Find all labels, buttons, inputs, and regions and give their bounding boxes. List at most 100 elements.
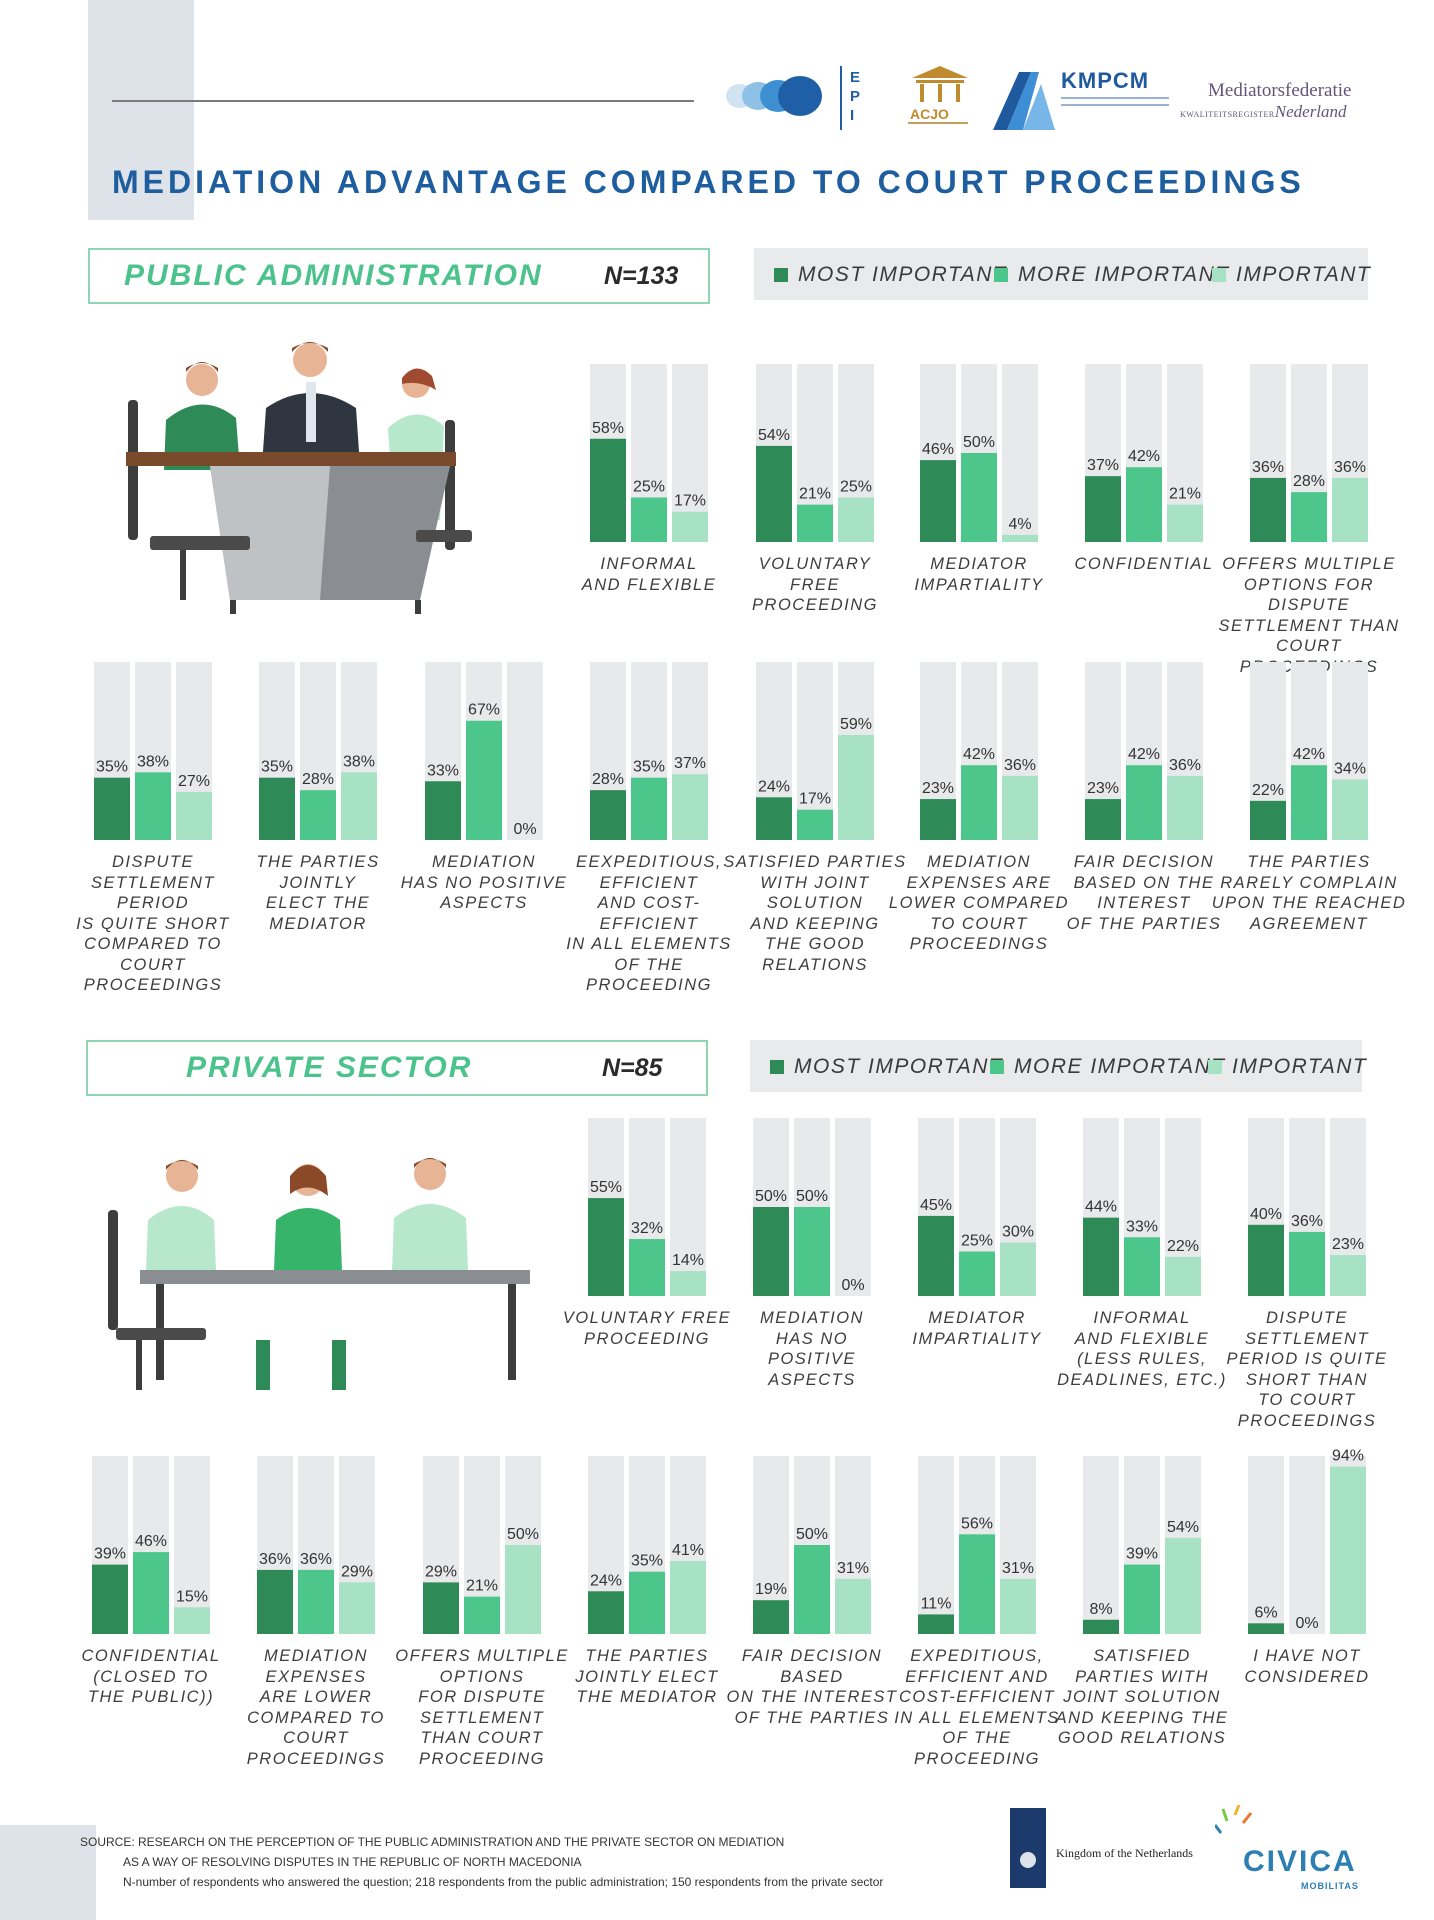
public-section-n: N=133 bbox=[604, 262, 679, 290]
bar bbox=[629, 1571, 665, 1634]
bar-group-svg: 55% 32% 14% bbox=[588, 1118, 706, 1296]
category-label: THE PARTIES JOINTLY ELECT THE MEDIATOR bbox=[575, 1647, 719, 1706]
data-label: 17% bbox=[799, 791, 831, 808]
data-label: 54% bbox=[758, 427, 790, 444]
bar-track bbox=[1248, 1456, 1284, 1634]
data-label: 44% bbox=[1085, 1199, 1117, 1216]
bar bbox=[135, 772, 171, 840]
category-label: MEDIATOR IMPARTIALITY bbox=[912, 1309, 1042, 1348]
bar-group-svg: 23% 42% 36% bbox=[1085, 662, 1203, 840]
bar bbox=[133, 1552, 169, 1634]
bar-group: 39% 46% 15% CONFIDENTIAL (CLOSED TO THE PUB… bbox=[81, 1438, 219, 1706]
data-label: 42% bbox=[963, 746, 995, 763]
data-label: 36% bbox=[259, 1551, 291, 1568]
bar bbox=[794, 1207, 830, 1296]
bar bbox=[1124, 1564, 1160, 1634]
bar bbox=[341, 772, 377, 840]
public-section-header: PUBLIC ADMINISTRATION N=133 bbox=[88, 248, 710, 304]
bar bbox=[259, 777, 295, 840]
data-label: 56% bbox=[961, 1515, 993, 1532]
data-label: 22% bbox=[1252, 782, 1284, 799]
data-label: 37% bbox=[674, 755, 706, 772]
kmpcm-logo-rule-2 bbox=[1061, 104, 1169, 106]
data-label: 17% bbox=[674, 493, 706, 510]
data-label: 36% bbox=[300, 1551, 332, 1568]
data-label: 6% bbox=[1254, 1604, 1277, 1621]
bar-group-svg: 44% 33% 22% bbox=[1083, 1118, 1201, 1296]
data-label: 36% bbox=[1004, 757, 1036, 774]
bar-group-svg: 23% 42% 36% bbox=[920, 662, 1038, 840]
category-label: SATISFIED PARTIES WITH JOINT SOLUTION AN… bbox=[723, 853, 907, 974]
category-label: INFORMAL AND FLEXIBLE (LESS RULES, DEADL… bbox=[1057, 1309, 1227, 1389]
bar-group: 28% 35% 37% EEXPEDITIOUS, EFFICIENT AND COS… bbox=[566, 644, 730, 994]
bar bbox=[300, 790, 336, 840]
data-label: 28% bbox=[1293, 473, 1325, 490]
bar-group-svg: 8% 39% 54% bbox=[1083, 1456, 1201, 1634]
bar bbox=[94, 777, 130, 840]
bar-track bbox=[835, 1118, 871, 1296]
bar bbox=[298, 1569, 334, 1634]
bar bbox=[505, 1545, 541, 1634]
bar bbox=[339, 1582, 375, 1634]
bar bbox=[1250, 477, 1286, 542]
bar bbox=[794, 1545, 830, 1634]
private-section-n: N=85 bbox=[602, 1054, 663, 1082]
kmpcm-logo-text: KMPCM bbox=[1061, 68, 1150, 93]
data-label: 11% bbox=[921, 1595, 952, 1612]
data-label: 23% bbox=[1332, 1236, 1364, 1253]
bar bbox=[756, 445, 792, 542]
bar bbox=[1002, 534, 1038, 542]
bar-group: 11% 56% 31% EXPEDITIOUS, EFFICIENT AND COST… bbox=[894, 1438, 1058, 1768]
data-label: 54% bbox=[1167, 1519, 1199, 1536]
data-label: 23% bbox=[1087, 780, 1119, 797]
bar-track bbox=[174, 1456, 210, 1634]
bar bbox=[1126, 467, 1162, 542]
data-label: 41% bbox=[672, 1542, 704, 1559]
bar-group: 46% 50% 4% MEDIATOR IMPARTIALITY bbox=[914, 346, 1042, 594]
bar-group: 29% 21% 50% OFFERS MULTIPLE OPTIONS FOR DIS… bbox=[395, 1438, 567, 1768]
legend-label-important: IMPORTANT bbox=[1232, 1055, 1368, 1078]
bar bbox=[920, 460, 956, 542]
bar bbox=[1165, 1256, 1201, 1296]
data-label: 33% bbox=[1126, 1218, 1158, 1235]
data-label: 8% bbox=[1089, 1601, 1112, 1618]
bar-group-svg: 6% 0% 94% bbox=[1248, 1448, 1366, 1634]
page-title: MEDIATION ADVANTAGE COMPARED TO COURT PR… bbox=[112, 164, 1305, 200]
data-label: 33% bbox=[427, 762, 459, 779]
bar bbox=[1167, 775, 1203, 840]
data-label: 30% bbox=[1002, 1224, 1034, 1241]
data-label: 29% bbox=[425, 1563, 457, 1580]
bar bbox=[1000, 1242, 1036, 1296]
data-label: 55% bbox=[590, 1179, 622, 1196]
bar-group: 37% 42% 21% CONFIDENTIAL bbox=[1074, 346, 1212, 573]
civica-text: CIVICA bbox=[1243, 1845, 1357, 1878]
bar bbox=[753, 1600, 789, 1634]
mediatorsfederatie-logo-nl: Nederland bbox=[1274, 102, 1347, 121]
bar-group: 45% 25% 30% MEDIATOR IMPARTIALITY bbox=[912, 1100, 1040, 1348]
bar bbox=[961, 453, 997, 542]
data-label: 0% bbox=[1295, 1615, 1318, 1632]
legend-label-most: MOST IMPORTANT bbox=[794, 1055, 1004, 1078]
kingdom-netherlands-text: Kingdom of the Netherlands bbox=[1056, 1846, 1193, 1860]
bar-group: 24% 17% 59% SATISFIED PARTIES WITH JOINT SO… bbox=[723, 644, 905, 974]
bar-group-svg: 58% 25% 17% bbox=[590, 364, 708, 542]
legend-swatch-most bbox=[774, 268, 788, 282]
category-label: THE PARTIES JOINTLY ELECT THE MEDIATOR bbox=[256, 853, 380, 933]
corner-accent-bottom bbox=[0, 1825, 96, 1920]
mediatorsfederatie-logo-line2: KWALITEITSREGISTERNederland bbox=[1180, 102, 1347, 122]
bar bbox=[918, 1215, 954, 1296]
data-label: 38% bbox=[343, 753, 375, 770]
category-label: CONFIDENTIAL (CLOSED TO THE PUBLIC)) bbox=[81, 1647, 221, 1706]
data-label: 36% bbox=[1252, 459, 1284, 476]
civica-subtext: MOBILITAS bbox=[1301, 1881, 1359, 1891]
acjo-logo-rule bbox=[908, 122, 968, 124]
bar-track bbox=[1083, 1456, 1119, 1634]
source-line-3: N-number of respondents who answered the… bbox=[123, 1875, 884, 1889]
bar bbox=[174, 1607, 210, 1634]
bar-track bbox=[1289, 1456, 1325, 1634]
kingdom-netherlands-logo: Kingdom of the Netherlands bbox=[1006, 1808, 1196, 1888]
data-label: 35% bbox=[261, 759, 293, 776]
bar bbox=[1083, 1619, 1119, 1634]
data-label: 37% bbox=[1087, 457, 1119, 474]
public-legend: MOST IMPORTANT MORE IMPORTANT IMPORTANT bbox=[754, 248, 1370, 300]
